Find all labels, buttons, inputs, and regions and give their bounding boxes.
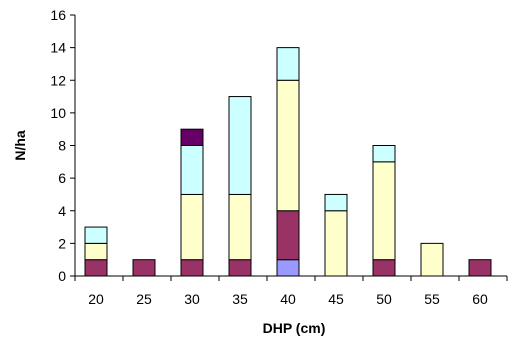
x-tick-label: 60 <box>472 291 488 307</box>
x-tick-label: 40 <box>280 291 296 307</box>
x-tick-label: 25 <box>136 291 152 307</box>
bar-segment-45-s2 <box>324 210 348 277</box>
x-tick-label: 20 <box>88 291 104 307</box>
x-axis-ticks: 20 25 30 35 40 45 50 55 60 <box>74 276 508 307</box>
x-axis-title: DHP (cm) <box>263 320 326 336</box>
bar-segment-40-s1 <box>276 210 300 261</box>
y-tick-label: 10 <box>50 105 66 121</box>
y-tick-label: 16 <box>50 7 66 23</box>
y-tick-label: 12 <box>50 72 66 88</box>
bar-segment-20-s3 <box>84 226 108 244</box>
bar-segment-50-s3 <box>372 145 396 163</box>
x-tick-label: 30 <box>184 291 200 307</box>
bar-segment-30-s3 <box>180 145 204 195</box>
y-tick-label: 8 <box>58 138 66 154</box>
bar-segment-50-s2 <box>372 161 396 261</box>
x-tick-label: 45 <box>328 291 344 307</box>
bar-segment-20-s2 <box>84 242 108 261</box>
x-tick-label: 35 <box>232 291 248 307</box>
bar-segment-20-s1 <box>84 259 108 277</box>
bar-segment-30-s1 <box>180 259 204 277</box>
bar-segment-50-s1 <box>372 259 396 277</box>
bar-segment-25-s1 <box>132 259 156 277</box>
bar-segment-35-s1 <box>228 259 252 277</box>
bar-segment-45-s3 <box>324 193 348 212</box>
x-tick-label: 55 <box>424 291 440 307</box>
y-tick-label: 2 <box>58 235 66 251</box>
bar-segment-40-s3 <box>276 47 300 81</box>
bar-segment-40-s2 <box>276 79 300 212</box>
y-tick-label: 0 <box>58 268 66 284</box>
y-tick-label: 6 <box>58 170 66 186</box>
bar-segment-40-s0 <box>276 259 300 277</box>
y-axis-title: N/ha <box>12 130 28 161</box>
bar-stacks <box>84 47 492 277</box>
bar-segment-55-s2 <box>420 242 444 277</box>
bar-segment-35-s2 <box>228 193 252 261</box>
bar-segment-60-s1 <box>468 259 492 277</box>
bar-segment-30-s2 <box>180 193 204 261</box>
y-tick-label: 14 <box>50 40 66 56</box>
bar-segment-35-s3 <box>228 96 252 195</box>
bar-segment-30-s4 <box>180 128 204 146</box>
x-tick-label: 50 <box>376 291 392 307</box>
y-tick-label: 4 <box>58 203 66 219</box>
y-axis-ticks: 0 2 4 6 8 10 12 14 16 <box>50 7 75 284</box>
